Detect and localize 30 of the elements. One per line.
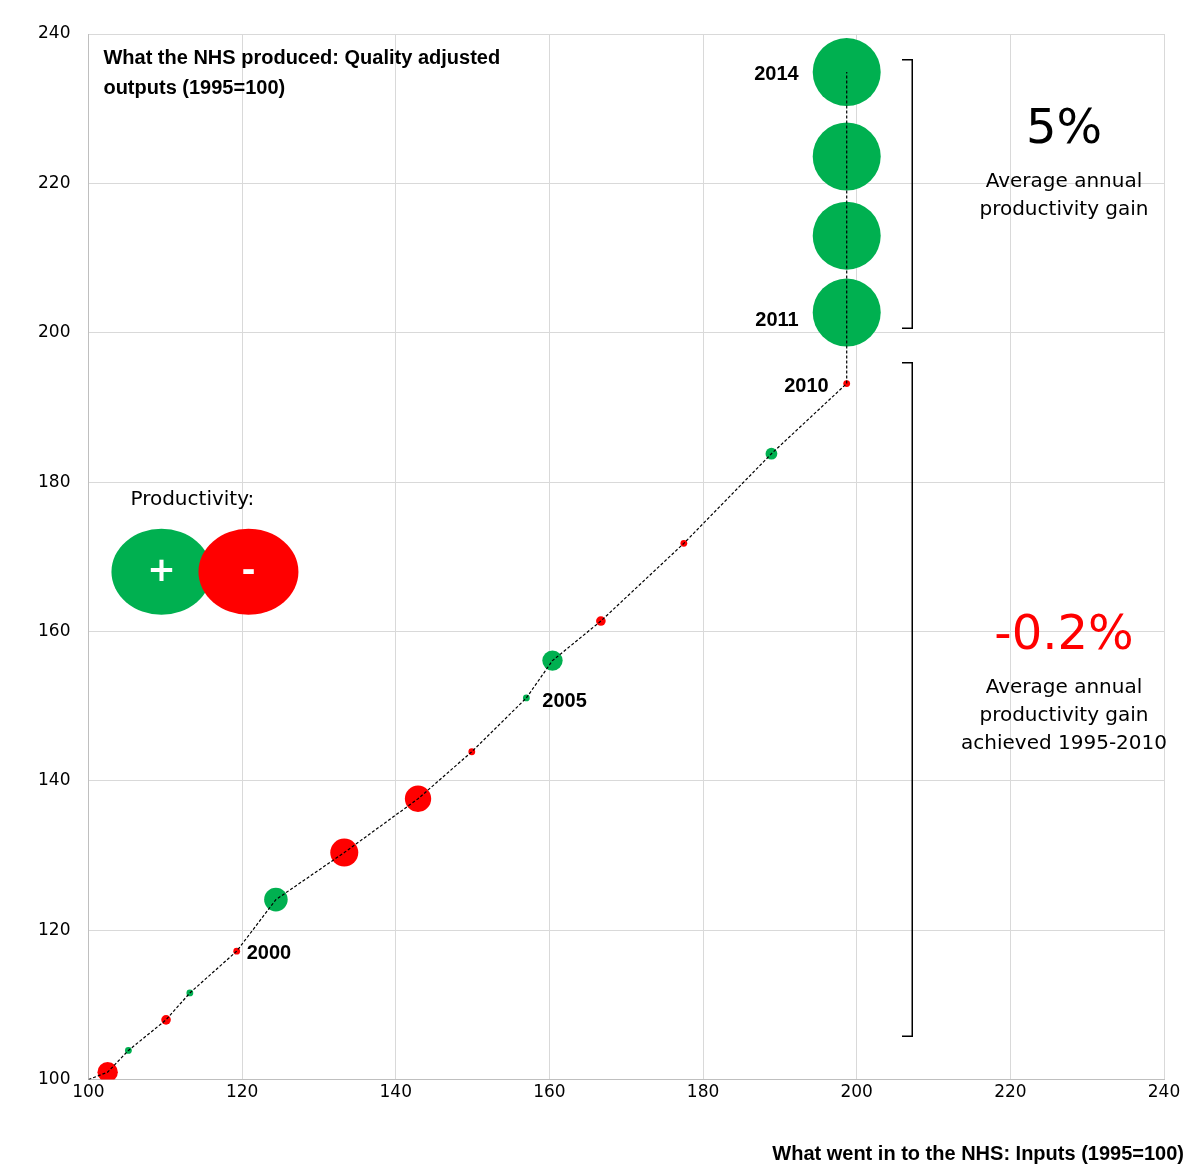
- x-tick-label: 160: [533, 1081, 566, 1102]
- y-tick-label: 240: [37, 22, 71, 43]
- y-tick-label: 160: [37, 619, 71, 640]
- y-axis-title: What the NHS produced: Quality adjusted outputs (1995=100): [103, 45, 502, 100]
- y-tick-label: 220: [37, 171, 71, 192]
- annotation: Average annual productivity gain achieved 1995-2010: [960, 673, 1168, 756]
- annotation: -0.2%: [993, 604, 1135, 660]
- y-tick-label: 140: [37, 769, 71, 790]
- annotation: Average annual productivity gain: [978, 167, 1150, 222]
- x-tick-label: 200: [840, 1081, 873, 1102]
- y-tick-label: 100: [37, 1068, 71, 1089]
- annotation: 2005: [542, 689, 587, 712]
- annotation: 2011: [755, 308, 799, 331]
- y-tick-label: 200: [37, 321, 71, 342]
- x-tick-label: 120: [225, 1081, 259, 1102]
- y-tick-label: 180: [37, 470, 71, 491]
- annotation: 2010: [784, 374, 829, 397]
- x-tick-label: 180: [686, 1081, 720, 1102]
- y-tick-label: 120: [37, 918, 71, 939]
- x-tick-label: 220: [994, 1081, 1027, 1102]
- legend-title: Productivity:: [130, 486, 255, 510]
- annotation: 5%: [1024, 98, 1104, 154]
- text: +: [147, 548, 176, 589]
- text: -: [241, 548, 256, 589]
- annotation: 2000: [246, 940, 292, 963]
- x-tick-label: 100: [72, 1081, 105, 1102]
- x-axis-title: What went in to the NHS: Inputs (1995=100): [771, 1141, 1184, 1165]
- x-tick-label: 240: [1147, 1081, 1181, 1102]
- annotation: 2014: [754, 61, 800, 84]
- x-tick-label: 140: [379, 1081, 412, 1102]
